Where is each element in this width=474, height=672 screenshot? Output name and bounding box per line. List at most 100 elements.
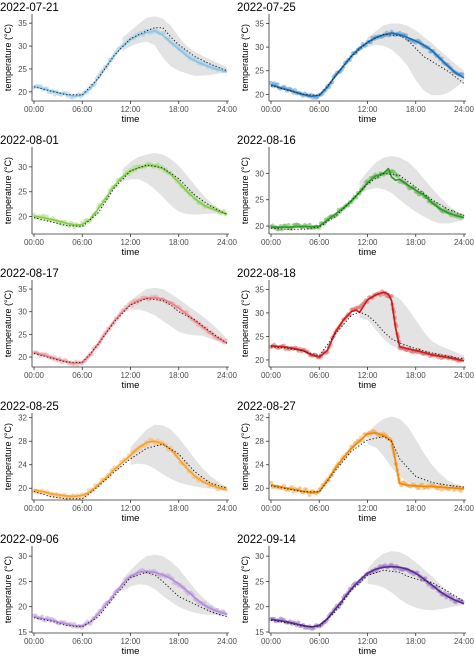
reference-dotted-line bbox=[270, 33, 465, 96]
model-line bbox=[33, 440, 228, 498]
x-tick-label: 12:00 bbox=[357, 105, 378, 114]
model-line bbox=[270, 565, 465, 628]
x-tick-label: 24:00 bbox=[454, 504, 474, 513]
uncertainty-band bbox=[367, 416, 464, 490]
chart-panel: 2022-08-25 20 24 28 32 00:00 06:00 12:00 18:00 24… bbox=[0, 401, 238, 524]
y-tick-label: 30 bbox=[18, 308, 27, 317]
x-tick-label: 24:00 bbox=[454, 637, 474, 646]
x-tick-label: 00:00 bbox=[261, 238, 282, 247]
uncertainty-band bbox=[367, 551, 464, 611]
x-tick-label: 18:00 bbox=[169, 238, 190, 247]
x-tick-label: 00:00 bbox=[24, 105, 45, 114]
y-axis-label: temperature (°C) bbox=[240, 157, 250, 224]
x-axis-label: time bbox=[359, 513, 377, 524]
y-tick-label: 25 bbox=[255, 67, 264, 76]
x-tick-label: 24:00 bbox=[454, 105, 474, 114]
y-tick-label: 28 bbox=[255, 437, 264, 446]
reference-dotted-line bbox=[33, 571, 228, 628]
panel-title: 2022-07-25 bbox=[237, 2, 296, 14]
y-tick-label: 30 bbox=[255, 43, 264, 52]
x-tick-label: 12:00 bbox=[120, 637, 141, 646]
observed-point bbox=[307, 492, 312, 497]
y-axis-label: temperature (°C) bbox=[3, 556, 13, 623]
x-axis-label: time bbox=[359, 247, 377, 258]
uncertainty-band bbox=[122, 153, 227, 215]
x-axis-label: time bbox=[359, 114, 377, 125]
x-tick-label: 06:00 bbox=[72, 504, 93, 513]
x-tick-label: 24:00 bbox=[217, 371, 238, 380]
x-tick-label: 12:00 bbox=[120, 371, 141, 380]
y-tick-label: 20 bbox=[255, 222, 264, 231]
y-tick-label: 25 bbox=[255, 196, 264, 205]
panel-title: 2022-07-21 bbox=[0, 2, 59, 14]
x-tick-label: 12:00 bbox=[120, 238, 141, 247]
chart-panel: 2022-08-17 20 25 30 35 00:00 06:00 12:00 18:00 24… bbox=[0, 268, 238, 391]
y-tick-label: 30 bbox=[255, 309, 264, 318]
x-tick-label: 24:00 bbox=[217, 238, 238, 247]
reference-dotted-line bbox=[33, 164, 228, 228]
x-tick-label: 06:00 bbox=[309, 238, 330, 247]
y-axis-label: temperature (°C) bbox=[3, 24, 13, 91]
y-axis-label: temperature (°C) bbox=[3, 423, 13, 490]
x-tick-label: 06:00 bbox=[72, 637, 93, 646]
observed-point bbox=[280, 227, 285, 232]
panel-title: 2022-09-06 bbox=[0, 534, 59, 546]
x-tick-label: 18:00 bbox=[406, 504, 427, 513]
y-tick-label: 20 bbox=[18, 484, 27, 493]
y-tick-label: 28 bbox=[18, 437, 27, 446]
y-tick-label: 30 bbox=[255, 169, 264, 178]
x-tick-label: 00:00 bbox=[261, 371, 282, 380]
observed-point bbox=[439, 487, 444, 492]
x-tick-label: 12:00 bbox=[357, 371, 378, 380]
x-tick-label: 00:00 bbox=[24, 637, 45, 646]
x-tick-label: 18:00 bbox=[169, 637, 190, 646]
chart-panel: 2022-08-16 20 25 30 00:00 06:00 12:00 18:00 24:0… bbox=[237, 135, 474, 258]
y-tick-label: 35 bbox=[255, 285, 264, 294]
x-tick-label: 06:00 bbox=[72, 371, 93, 380]
observed-points bbox=[31, 27, 228, 100]
y-tick-label: 20 bbox=[255, 603, 264, 612]
y-tick-label: 20 bbox=[255, 90, 264, 99]
observed-point bbox=[286, 223, 291, 228]
y-tick-label: 32 bbox=[18, 414, 27, 423]
y-tick-label: 15 bbox=[18, 628, 27, 637]
y-axis-label: temperature (°C) bbox=[240, 24, 250, 91]
x-tick-label: 06:00 bbox=[309, 504, 330, 513]
y-tick-label: 32 bbox=[255, 414, 264, 423]
x-tick-label: 18:00 bbox=[406, 371, 427, 380]
y-tick-label: 25 bbox=[18, 577, 27, 586]
y-axis-label: temperature (°C) bbox=[3, 157, 13, 224]
x-tick-label: 00:00 bbox=[261, 637, 282, 646]
x-axis-label: time bbox=[122, 513, 140, 524]
panel-title: 2022-08-17 bbox=[0, 268, 59, 280]
x-tick-label: 06:00 bbox=[72, 105, 93, 114]
y-tick-label: 20 bbox=[255, 356, 264, 365]
x-tick-label: 06:00 bbox=[72, 238, 93, 247]
y-axis-label: temperature (°C) bbox=[240, 290, 250, 357]
model-line bbox=[33, 164, 228, 226]
chart-panel: 2022-08-18 20 25 30 35 00:00 06:00 12:00 18:00 24… bbox=[237, 268, 474, 391]
y-tick-label: 20 bbox=[18, 603, 27, 612]
y-axis-label: temperature (°C) bbox=[240, 556, 250, 623]
observed-point bbox=[297, 486, 303, 491]
y-tick-label: 25 bbox=[255, 332, 264, 341]
x-tick-label: 12:00 bbox=[357, 238, 378, 247]
y-tick-label: 24 bbox=[18, 461, 27, 470]
y-tick-label: 30 bbox=[255, 552, 264, 561]
x-tick-label: 00:00 bbox=[261, 105, 282, 114]
reference-dotted-line bbox=[33, 443, 228, 500]
x-tick-label: 24:00 bbox=[217, 504, 238, 513]
x-tick-label: 00:00 bbox=[261, 504, 282, 513]
x-tick-label: 24:00 bbox=[454, 371, 474, 380]
y-tick-label: 20 bbox=[18, 88, 27, 97]
x-tick-label: 00:00 bbox=[24, 504, 45, 513]
x-tick-label: 18:00 bbox=[406, 637, 427, 646]
chart-panel: 2022-07-21 20 25 30 35 00:00 06:00 12:00 18:00 24… bbox=[0, 2, 238, 125]
x-axis-label: time bbox=[122, 247, 140, 258]
uncertainty-band bbox=[367, 23, 464, 96]
x-tick-label: 18:00 bbox=[406, 238, 427, 247]
y-tick-label: 35 bbox=[18, 285, 27, 294]
x-tick-label: 18:00 bbox=[169, 504, 190, 513]
model-line bbox=[33, 570, 228, 627]
